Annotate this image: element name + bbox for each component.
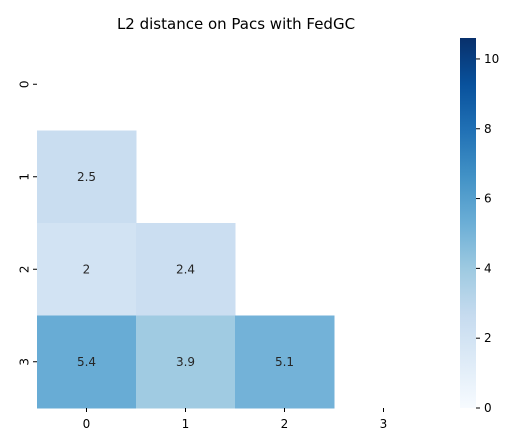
cell-value-label: 5.1 [275,355,294,369]
heatmap-cell [37,223,137,316]
colorbar-tick-label: 0 [484,401,492,415]
colorbar-tick-label: 10 [484,52,499,66]
y-tick-label: 1 [18,173,32,181]
cell-value-label: 2.4 [176,262,195,276]
chart-title: L2 distance on Pacs with FedGC [117,15,355,33]
cell-value-label: 3.9 [176,355,195,369]
colorbar-tick-label: 2 [484,331,492,345]
colorbar-tick-label: 6 [484,192,492,206]
y-tick-label: 3 [18,358,32,366]
cell-value-label: 5.4 [77,355,96,369]
x-axis: 0 1 2 3 [83,408,388,431]
x-tick-label: 1 [182,417,190,431]
heatmap-cell [37,315,137,409]
colorbar-gradient [460,38,476,408]
y-tick-label: 0 [18,80,32,88]
x-tick-label: 3 [380,417,388,431]
cell-value-label: 2 [83,262,91,276]
heatmap-cell [136,223,236,316]
colorbar: 0 2 4 6 8 10 [460,38,499,415]
colorbar-tick-label: 8 [484,122,492,136]
heatmap-cell [37,130,137,224]
x-tick-label: 2 [281,417,289,431]
y-axis: 0 1 2 3 [18,80,37,366]
x-tick-label: 0 [83,417,91,431]
cell-value-label: 2.5 [77,170,96,184]
colorbar-tick-label: 4 [484,261,492,275]
heatmap-cell [235,315,335,409]
heatmap-cell [136,315,236,409]
heatmap-cells: 2.5 2 2.4 5.4 3.9 5.1 [37,130,335,409]
y-tick-label: 2 [18,265,32,273]
